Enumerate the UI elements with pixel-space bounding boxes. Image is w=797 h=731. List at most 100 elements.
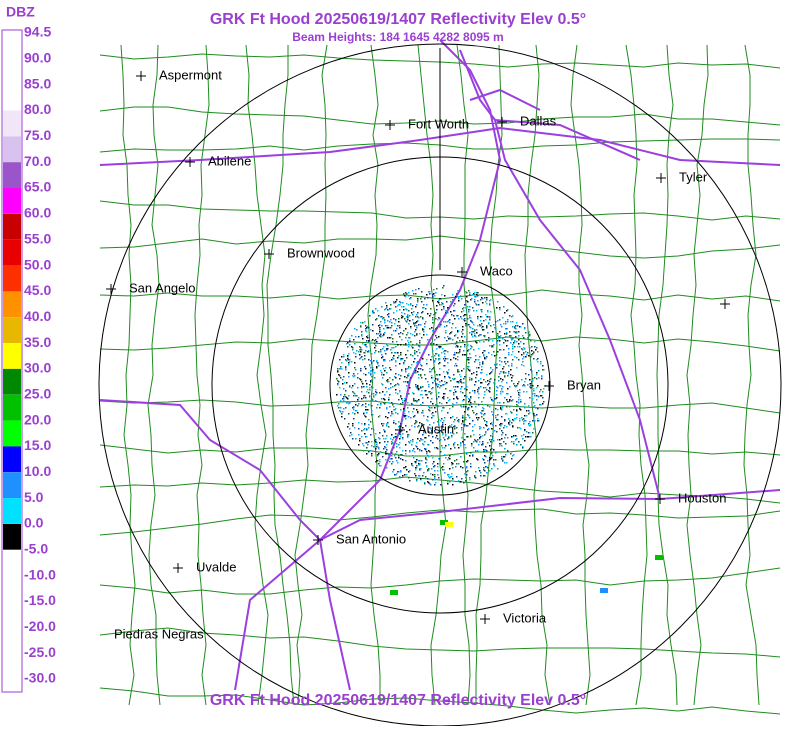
echo-pixel (386, 305, 388, 307)
echo-pixel (524, 440, 526, 442)
echo-pixel (444, 360, 446, 362)
echo-pixel (472, 410, 474, 412)
echo-pixel (476, 359, 478, 361)
echo-pixel (481, 410, 483, 412)
echo-pixel (365, 368, 367, 370)
echo-pixel (531, 354, 533, 356)
echo-pixel (459, 351, 461, 353)
echo-pixel (367, 326, 369, 328)
echo-pixel (435, 378, 437, 380)
echo-pixel (354, 427, 356, 429)
echo-pixel (384, 430, 386, 432)
echo-pixel (443, 306, 445, 308)
echo-pixel (370, 373, 372, 375)
echo-pixel (451, 464, 453, 466)
echo-pixel (474, 390, 476, 392)
echo-pixel (395, 319, 397, 321)
echo-pixel (342, 383, 344, 385)
echo-pixel (507, 388, 509, 390)
echo-pixel (472, 455, 474, 457)
echo-pixel (361, 334, 363, 336)
echo-pixel (431, 375, 433, 377)
echo-pixel (383, 346, 385, 348)
echo-pixel (416, 409, 418, 411)
echo-pixel (515, 325, 517, 327)
echo-pixel (490, 299, 492, 301)
echo-pixel (427, 313, 429, 315)
echo-pixel (389, 308, 391, 310)
echo-pixel (354, 383, 356, 385)
echo-pixel (384, 370, 386, 372)
echo-pixel (475, 477, 477, 479)
echo-pixel (341, 416, 343, 418)
echo-pixel (431, 430, 433, 432)
echo-pixel (401, 358, 403, 360)
echo-pixel (416, 333, 418, 335)
echo-pixel (410, 303, 412, 305)
echo-pixel (403, 330, 405, 332)
echo-pixel (347, 346, 349, 348)
echo-pixel (408, 346, 410, 348)
echo-pixel (417, 361, 419, 363)
echo-pixel (340, 394, 342, 396)
echo-pixel (405, 460, 407, 462)
echo-pixel (403, 467, 405, 469)
echo-pixel (421, 450, 423, 452)
echo-pixel (388, 454, 390, 456)
city-marker (313, 535, 323, 545)
echo-pixel (403, 363, 405, 365)
echo-pixel (517, 346, 519, 348)
echo-pixel (504, 425, 506, 427)
echo-pixel (523, 365, 525, 367)
echo-pixel (495, 459, 497, 461)
echo-pixel (456, 345, 458, 347)
echo-pixel (447, 412, 449, 414)
echo-pixel (510, 337, 512, 339)
echo-pixel (531, 381, 533, 383)
echo-pixel (467, 414, 469, 416)
echo-pixel (477, 389, 479, 391)
county-line (570, 44, 591, 706)
echo-pixel (337, 384, 339, 386)
echo-pixel (507, 437, 509, 439)
echo-pixel (455, 466, 457, 468)
echo-pixel (371, 398, 373, 400)
echo-pixel (409, 442, 411, 444)
echo-pixel (420, 479, 422, 481)
echo-pixel (352, 391, 354, 393)
echo-pixel (513, 441, 515, 443)
echo-pixel (468, 290, 470, 292)
echo-pixel (461, 370, 463, 372)
echo-pixel (406, 357, 408, 359)
echo-pixel (366, 453, 368, 455)
echo-pixel (512, 348, 514, 350)
echo-pixel (483, 414, 485, 416)
echo-pixel (364, 415, 366, 417)
echo-pixel (426, 394, 428, 396)
echo-pixel (524, 430, 526, 432)
echo-pixel (373, 360, 375, 362)
echo-pixel (343, 356, 345, 358)
echo-pixel (414, 353, 416, 355)
echo-pixel (406, 321, 408, 323)
echo-pixel (367, 444, 369, 446)
echo-pixel (419, 342, 421, 344)
echo-pixel (349, 340, 351, 342)
legend-label: 94.5 (24, 24, 51, 40)
echo-pixel (418, 368, 420, 370)
echo-pixel (407, 317, 409, 319)
echo-pixel (435, 292, 437, 294)
echo-pixel (456, 352, 458, 354)
echo-pixel (510, 396, 512, 398)
county-line (99, 567, 781, 595)
echo-pixel (360, 326, 362, 328)
echo-pixel (382, 356, 384, 358)
echo-pixel (448, 474, 450, 476)
echo-pixel (501, 361, 503, 363)
echo-pixel (485, 387, 487, 389)
echo-pixel (417, 412, 419, 414)
echo-pixel (425, 476, 427, 478)
echo-pixel (412, 344, 414, 346)
echo-pixel (460, 295, 462, 297)
echo-pixel (537, 420, 539, 422)
